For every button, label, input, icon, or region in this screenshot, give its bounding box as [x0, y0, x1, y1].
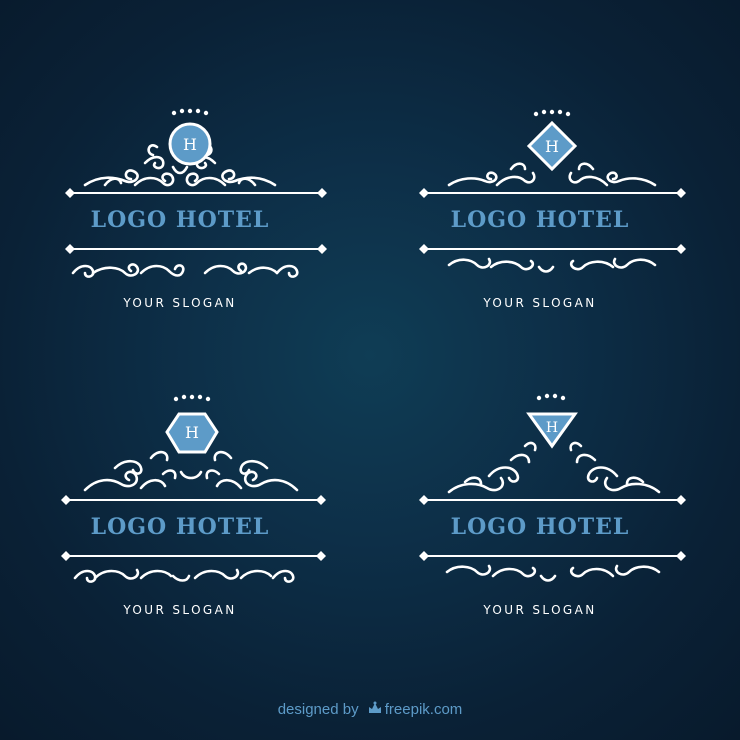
- logo-triangle-ornaments: H: [419, 393, 686, 582]
- crown-dots: [536, 393, 566, 401]
- logo-slogan: YOUR SLOGAN: [483, 296, 597, 310]
- logo-title: LOGO HOTEL: [450, 514, 630, 540]
- emblem-letter: H: [185, 423, 199, 442]
- logo-diamond: H LOGO HOTEL YOUR SLOGAN: [405, 105, 686, 325]
- emblem-letter: H: [545, 137, 559, 156]
- bottom-flourish: [447, 257, 657, 273]
- top-flourish: [447, 162, 657, 187]
- logo-slogan: YOUR SLOGAN: [123, 603, 237, 617]
- crown-dots: [533, 109, 571, 117]
- logo-slogan: YOUR SLOGAN: [483, 603, 597, 617]
- logo-slogan: YOUR SLOGAN: [123, 296, 237, 310]
- credit-line: designed by freepik.com: [0, 700, 740, 720]
- rules: [419, 188, 686, 254]
- rules: [61, 495, 326, 561]
- credit-brand[interactable]: freepik.com: [384, 701, 463, 718]
- credit-prefix: designed by: [277, 701, 359, 718]
- crown-dots: [171, 108, 209, 116]
- emblem-diamond: H: [526, 120, 578, 172]
- bottom-flourish: [71, 262, 299, 278]
- logo-title: LOGO HOTEL: [90, 207, 270, 233]
- logo-hexagon: H LOGO HOTEL YOUR SLOGAN: [45, 394, 326, 632]
- emblem-letter: H: [183, 135, 197, 154]
- bottom-flourish: [73, 568, 295, 583]
- rules: [65, 188, 327, 254]
- logo-diamond-ornaments: H: [419, 109, 686, 273]
- emblem-letter: H: [546, 420, 558, 436]
- rules: [419, 495, 686, 561]
- logo-title: LOGO HOTEL: [90, 514, 270, 540]
- logo-hexagon-ornaments: H: [61, 394, 326, 583]
- crown-dots: [173, 394, 211, 402]
- top-flourish: [83, 450, 299, 492]
- emblem-circle: H: [168, 122, 212, 166]
- emblem-triangle: H: [526, 412, 578, 449]
- logo-circle: H LOGO HOTEL YOUR SLOGAN: [45, 105, 327, 325]
- emblem-hexagon: H: [165, 412, 219, 454]
- logo-circle-ornaments: H: [65, 108, 327, 278]
- bottom-flourish: [445, 564, 661, 582]
- logo-title: LOGO HOTEL: [450, 207, 630, 233]
- top-flourish: [83, 144, 277, 187]
- top-flourish: [447, 441, 661, 494]
- logo-triangle: H LOGO HOTEL YOUR SLOGAN: [405, 393, 686, 632]
- freepik-crown-icon: [368, 701, 381, 713]
